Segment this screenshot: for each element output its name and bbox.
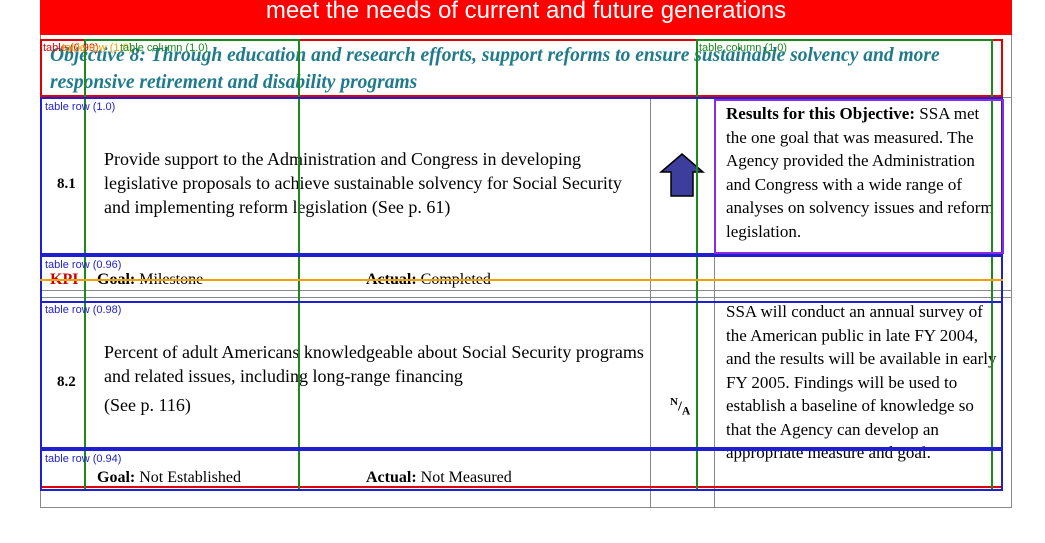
results-label: Results for this Objective:	[726, 104, 916, 123]
goal-description: Provide support to the Administration an…	[104, 149, 622, 217]
banner: meet the needs of current and future gen…	[40, 0, 1012, 35]
status-a: A	[681, 404, 691, 418]
annotation-row: table row (1.0)	[45, 101, 116, 113]
actual-label: Actual:	[366, 469, 417, 486]
row-divider	[40, 290, 1012, 291]
annotation-row: table row (0.96)	[45, 259, 122, 271]
annotation-header-row: table row (1.0)	[62, 42, 133, 54]
objective-heading: Objective 8: Through education and resea…	[50, 45, 940, 93]
annotation-column: table column (1.0)	[120, 42, 209, 54]
goal-value: Not Established	[139, 469, 241, 486]
header-detection-box	[40, 39, 1003, 97]
goal-label: Goal:	[97, 469, 136, 486]
annotation-row: table row (0.94)	[45, 453, 122, 465]
row-divider	[40, 297, 1012, 298]
status-n: N	[670, 396, 678, 408]
results-text-1: Results for this Objective: SSA met the …	[726, 102, 998, 243]
goal-reference: (See p. 116)	[104, 395, 191, 415]
annotation-column: table column (1.0)	[699, 42, 788, 54]
actual-value: Not Measured	[420, 469, 512, 486]
goal-description: Percent of adult Americans knowledgeable…	[104, 342, 644, 386]
up-arrow-icon	[659, 153, 705, 197]
results-body: SSA met the one goal that was measured. …	[726, 104, 994, 241]
cell-detection-box	[714, 99, 1004, 254]
cell-detection-line	[40, 279, 1003, 281]
goal-number: 8.2	[57, 374, 76, 390]
actual-field: Actual: Not Measured	[366, 469, 512, 487]
row-detection-box	[40, 301, 1003, 449]
annotation-row: table row (0.98)	[45, 304, 122, 316]
annotation-table: table (0.99)	[43, 42, 99, 54]
goal-field: Goal: Not Established	[97, 469, 241, 487]
not-applicable-status: N/A	[670, 396, 691, 418]
goal-number: 8.1	[57, 176, 76, 192]
banner-title: meet the needs of current and future gen…	[265, 0, 787, 24]
row-detection-box	[40, 449, 1003, 491]
